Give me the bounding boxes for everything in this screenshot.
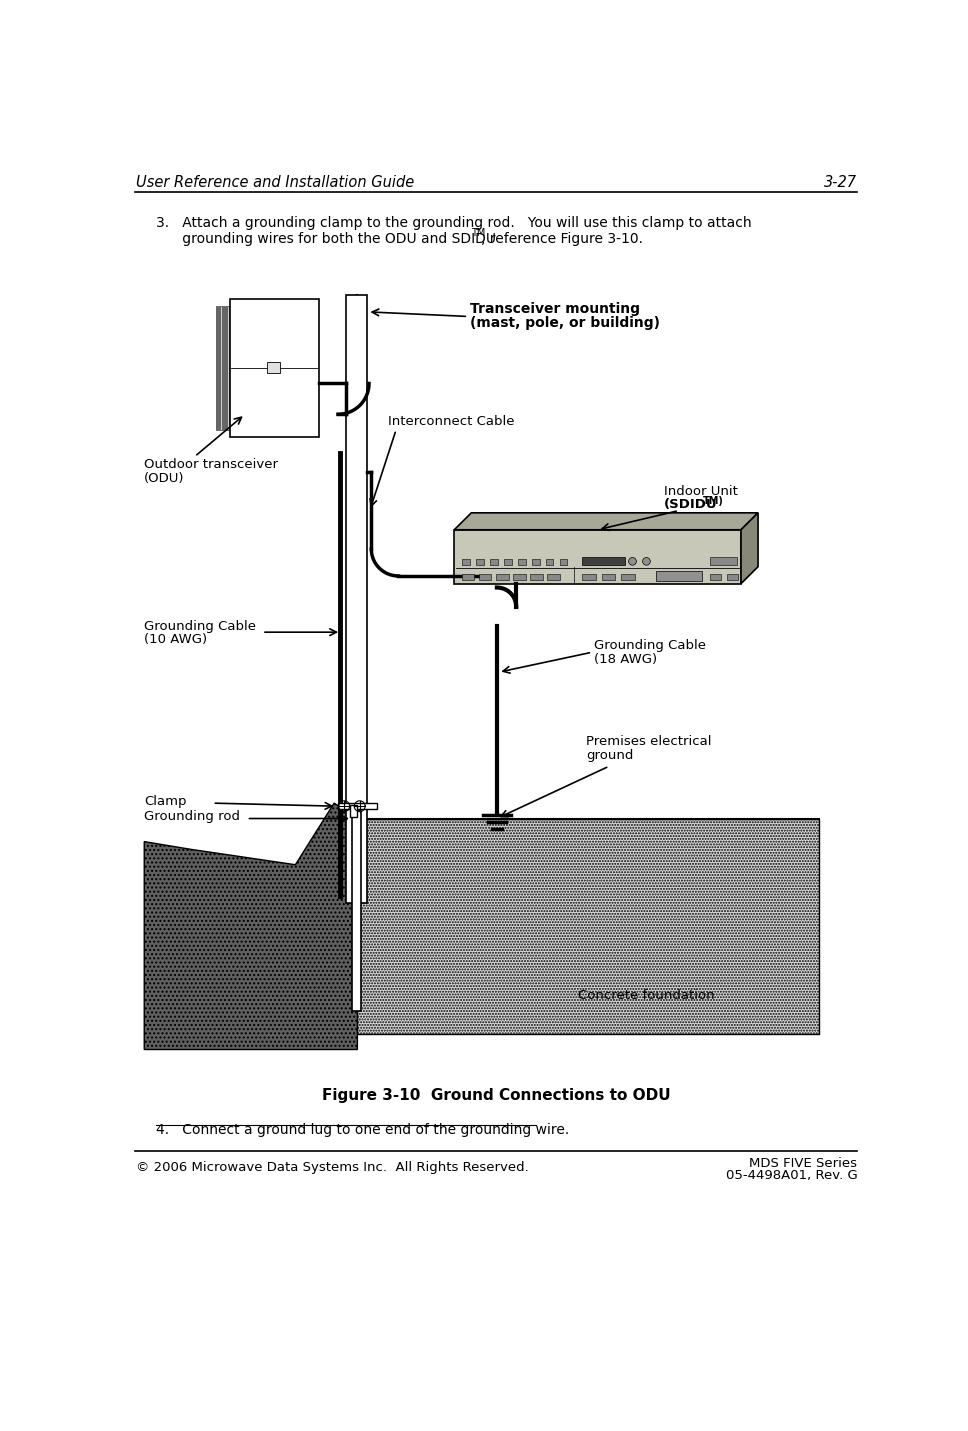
- Polygon shape: [144, 803, 357, 1049]
- Text: 3.   Attach a grounding clamp to the grounding rod.   You will use this clamp to: 3. Attach a grounding clamp to the groun…: [156, 216, 751, 230]
- Bar: [218, 306, 220, 429]
- Bar: [231, 306, 233, 429]
- Text: (18 AWG): (18 AWG): [593, 653, 657, 665]
- Bar: [504, 560, 512, 565]
- Bar: [338, 803, 377, 810]
- Text: , reference Figure 3-10.: , reference Figure 3-10.: [480, 232, 643, 246]
- Text: Transceiver mounting: Transceiver mounting: [469, 302, 640, 316]
- Bar: [547, 574, 560, 580]
- Bar: [476, 560, 484, 565]
- Bar: [490, 560, 498, 565]
- Text: Concrete foundation: Concrete foundation: [578, 989, 715, 1002]
- Bar: [546, 560, 554, 565]
- Bar: [216, 306, 217, 429]
- Bar: [229, 299, 318, 438]
- Bar: [655, 571, 702, 581]
- Bar: [513, 574, 526, 580]
- Bar: [223, 306, 224, 429]
- Bar: [479, 574, 492, 580]
- Bar: [267, 362, 280, 372]
- Polygon shape: [741, 512, 758, 584]
- Bar: [220, 306, 222, 429]
- Text: Clamp: Clamp: [144, 796, 187, 809]
- Text: TM): TM): [703, 495, 724, 505]
- Bar: [350, 804, 356, 817]
- Bar: [620, 574, 635, 580]
- Bar: [462, 574, 474, 580]
- Text: TM: TM: [471, 228, 486, 238]
- Text: (SDIDU: (SDIDU: [663, 498, 717, 511]
- Text: (10 AWG): (10 AWG): [144, 634, 207, 647]
- Bar: [727, 574, 738, 580]
- Text: User Reference and Installation Guide: User Reference and Installation Guide: [136, 175, 414, 190]
- Bar: [582, 574, 596, 580]
- Bar: [357, 819, 819, 1035]
- Bar: [454, 529, 741, 584]
- Bar: [710, 558, 737, 565]
- Text: 3-27: 3-27: [824, 175, 858, 190]
- Text: Grounding Cable: Grounding Cable: [593, 638, 706, 651]
- Bar: [462, 560, 469, 565]
- Bar: [346, 295, 368, 903]
- Circle shape: [628, 558, 636, 565]
- Text: Indoor Unit: Indoor Unit: [663, 485, 738, 498]
- Bar: [352, 811, 361, 1012]
- Text: © 2006 Microwave Data Systems Inc.  All Rights Reserved.: © 2006 Microwave Data Systems Inc. All R…: [136, 1161, 529, 1173]
- Bar: [710, 574, 721, 580]
- Text: (ODU): (ODU): [144, 472, 185, 485]
- Text: Grounding Cable: Grounding Cable: [144, 620, 257, 633]
- Text: Grounding rod: Grounding rod: [144, 810, 240, 823]
- Bar: [225, 306, 227, 429]
- Bar: [531, 560, 539, 565]
- Bar: [582, 558, 624, 565]
- Text: Outdoor transceiver: Outdoor transceiver: [144, 458, 278, 471]
- Bar: [227, 306, 228, 429]
- Bar: [229, 306, 231, 429]
- Text: MDS FIVE Series: MDS FIVE Series: [749, 1158, 858, 1171]
- Text: 05-4498A01, Rev. G: 05-4498A01, Rev. G: [725, 1169, 858, 1182]
- Bar: [518, 560, 526, 565]
- Bar: [530, 574, 543, 580]
- Text: (mast, pole, or building): (mast, pole, or building): [469, 316, 660, 329]
- Circle shape: [643, 558, 650, 565]
- Polygon shape: [454, 512, 758, 529]
- Bar: [601, 574, 616, 580]
- Bar: [560, 560, 567, 565]
- Text: ground: ground: [586, 748, 633, 761]
- Bar: [497, 574, 508, 580]
- Text: Interconnect Cable: Interconnect Cable: [388, 415, 515, 428]
- Text: Figure 3-10  Ground Connections to ODU: Figure 3-10 Ground Connections to ODU: [321, 1088, 671, 1103]
- Text: Premises electrical: Premises electrical: [586, 736, 711, 748]
- Text: grounding wires for both the ODU and SDIDU: grounding wires for both the ODU and SDI…: [156, 232, 496, 246]
- Text: 4.   Connect a ground lug to one end of the grounding wire.: 4. Connect a ground lug to one end of th…: [156, 1123, 569, 1138]
